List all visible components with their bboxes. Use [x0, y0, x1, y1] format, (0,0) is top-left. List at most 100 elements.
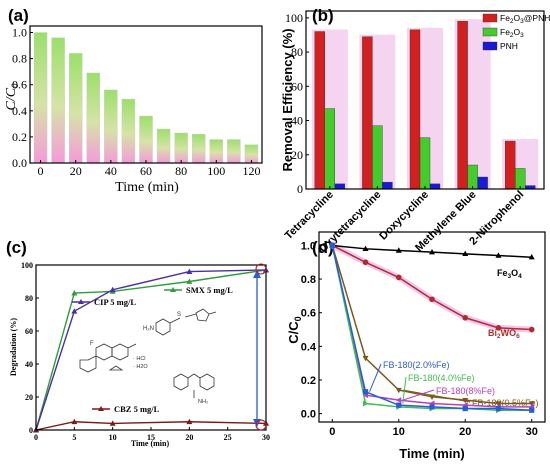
point-fb-180-0-5-fe-25	[495, 401, 502, 407]
point-fb-180-4-0-fe-5	[363, 400, 369, 407]
bar-fe2o3-oxytetracycline	[372, 125, 383, 190]
x-tick-label-a-100: 100	[207, 164, 225, 178]
point-fb-180-0-5-fe-5	[362, 355, 369, 362]
x-axis-title-c: Time (min)	[131, 439, 170, 448]
svg-text:F: F	[90, 341, 94, 347]
y-tick-label-c-100: 100	[21, 261, 33, 270]
series-label-cip-5-mg-l: CIP 5 mg/L	[94, 297, 136, 307]
series-label-cbz-5-mg-l: CBZ 5 mg/L	[114, 404, 160, 414]
point-fb-180-2-0-fe-30	[529, 407, 535, 413]
svg-text:H₂N: H₂N	[143, 326, 154, 332]
y-tick-label-c-0: 0	[29, 426, 33, 435]
point-fb-180-2-0-fe-15	[429, 404, 435, 410]
bar-t50	[121, 98, 136, 164]
legend-marker-smx-5-mg-l	[170, 287, 176, 292]
x-tick-label-d-20: 20	[459, 426, 471, 438]
y-tick-label-a-0.2: 0.2	[12, 130, 27, 144]
y-tick-label-c-40: 40	[25, 360, 33, 369]
y-tick-label-c-80: 80	[25, 294, 33, 303]
panel-a: (a) 0 20 40 60 80 100 120 0.0 0.2 0.4 0.6 0.8 1.0 Ti…	[4, 6, 263, 195]
point-fb-180-2-0-fe-25	[495, 405, 502, 412]
bar-t70	[156, 128, 171, 164]
bar-t110	[227, 139, 241, 164]
series-label-fb-180-4-0-fe: FB-180(4.0%Fe)	[408, 373, 475, 383]
x-tick-label-c-30: 30	[262, 433, 270, 442]
highlight-bi2wo6	[329, 242, 535, 333]
legend-swatch-fe2o3-pnh	[482, 13, 498, 23]
bar-t90	[192, 134, 206, 164]
x-tick-label-c-10: 10	[109, 433, 117, 442]
legend-label-fe2o3-pnh: Fe2O3@PNH	[500, 13, 550, 25]
point-cip-5-mg-l-10	[109, 286, 116, 293]
y-tick-label-a-0.0: 0.0	[12, 156, 27, 170]
x-tick-label-d-10: 10	[393, 426, 405, 438]
point-bi2wo6-30	[528, 326, 535, 333]
arrow-fb-180-4-0-fe	[402, 376, 407, 404]
point-bi2wo6-25	[495, 325, 502, 331]
arrow-fb-180-0-5-fe	[402, 389, 471, 403]
point-fe3o4-30	[528, 254, 535, 260]
bar-fe2o3-pnh-tetracycline	[314, 31, 325, 190]
bar-t0	[33, 32, 48, 164]
molecule-cip-icon: F · HCl · H2O	[79, 341, 148, 373]
bar-fe2o3-2-nitrophenol	[515, 168, 526, 190]
y-tick-label-d-0.6: 0.6	[301, 308, 316, 320]
point-smx-5-mg-l-5	[71, 290, 78, 296]
point-cbz-5-mg-l-5	[71, 418, 78, 425]
point-fb-180-0-5-fe-10	[395, 387, 402, 394]
point-fb-180-2-0-fe-10	[396, 402, 402, 408]
bar-fe2o3-tetracycline	[324, 108, 335, 190]
panel-label-b: (b)	[312, 6, 334, 25]
y-tick-label-a-0.6: 0.6	[12, 78, 27, 92]
y-tick-label-b-40: 40	[291, 114, 303, 128]
legend-marker-cbz-5-mg-l	[98, 406, 104, 411]
point-fb-180-2-0-fe-0	[329, 242, 335, 249]
point-bi2wo6-15	[429, 296, 435, 303]
bar-fe2o3-pnh-2-nitrophenol	[505, 140, 516, 190]
y-tick-label-b-80: 80	[291, 45, 303, 59]
x-tick-label-a-80: 80	[175, 164, 187, 178]
series-label-fb-180-2-0-fe: FB-180(2.0%Fe)	[383, 360, 450, 370]
point-fe3o4-15	[429, 248, 435, 255]
y-tick-label-d-0.4: 0.4	[301, 341, 317, 353]
plot-frame-d	[318, 231, 546, 423]
y-tick-label-c-20: 20	[25, 393, 33, 402]
arrow-fb-180-8-fe	[402, 389, 435, 401]
bar-t80	[174, 132, 188, 164]
y-tick-label-d-0.8: 0.8	[301, 274, 316, 286]
point-fe3o4-25	[495, 252, 502, 258]
bar-pnh-oxytetracycline	[382, 181, 393, 190]
x-axis-title-d: Time (min)	[399, 446, 465, 461]
x-tick-label-c-5: 5	[72, 433, 76, 442]
legend-swatch-fe2o3	[482, 27, 498, 37]
legend-marker-cip-5-mg-l	[78, 299, 84, 304]
x-tick-label-c-15: 15	[147, 433, 155, 442]
point-fe3o4-10	[395, 247, 402, 253]
x-tick-label-a-0: 0	[38, 164, 44, 178]
bar-t20	[68, 53, 83, 164]
x-tick-label-b-doxycycline: Doxycycline	[377, 189, 431, 243]
point-cip-5-mg-l-5	[71, 308, 78, 314]
point-cip-5-mg-l-20	[186, 268, 193, 274]
legend-label-pnh: PNH	[500, 41, 518, 51]
bar-fe2o3-pnh-oxytetracycline	[362, 36, 373, 190]
panel-c: (c) SMX 5 mg/L CIP 5 mg/L CBZ 5 mg/L 0 5 10 1…	[6, 238, 270, 448]
series-label-fb-180-0-5-fe: FB-180(0.5%Fe)	[472, 398, 539, 408]
bar-t30	[86, 72, 100, 164]
y-tick-label-c-60: 60	[25, 327, 33, 336]
point-fb-180-8-fe-10	[395, 397, 402, 404]
legend-swatch-pnh	[482, 41, 498, 51]
y-tick-label-d-0.2: 0.2	[301, 375, 316, 387]
y-tick-label-b-0: 0	[297, 182, 303, 196]
x-tick-label-c-20: 20	[185, 433, 193, 442]
x-tick-label-a-40: 40	[105, 164, 117, 178]
panel-label-a: (a)	[8, 6, 29, 25]
x-tick-label-a-120: 120	[242, 164, 260, 178]
panel-d: (d) Fe3O4 Bi2WO6 FB-180(0.5%Fe) FB-180(8%Fe…	[286, 231, 546, 461]
y-tick-label-b-60: 60	[291, 79, 303, 93]
panel-label-d: (d)	[312, 238, 334, 257]
point-cbz-5-mg-l-20	[186, 418, 193, 425]
series-label-smx-5-mg-l: SMX 5 mg/L	[186, 285, 233, 295]
bar-fe2o3-doxycycline	[419, 137, 431, 190]
point-fe3o4-5	[362, 245, 369, 252]
